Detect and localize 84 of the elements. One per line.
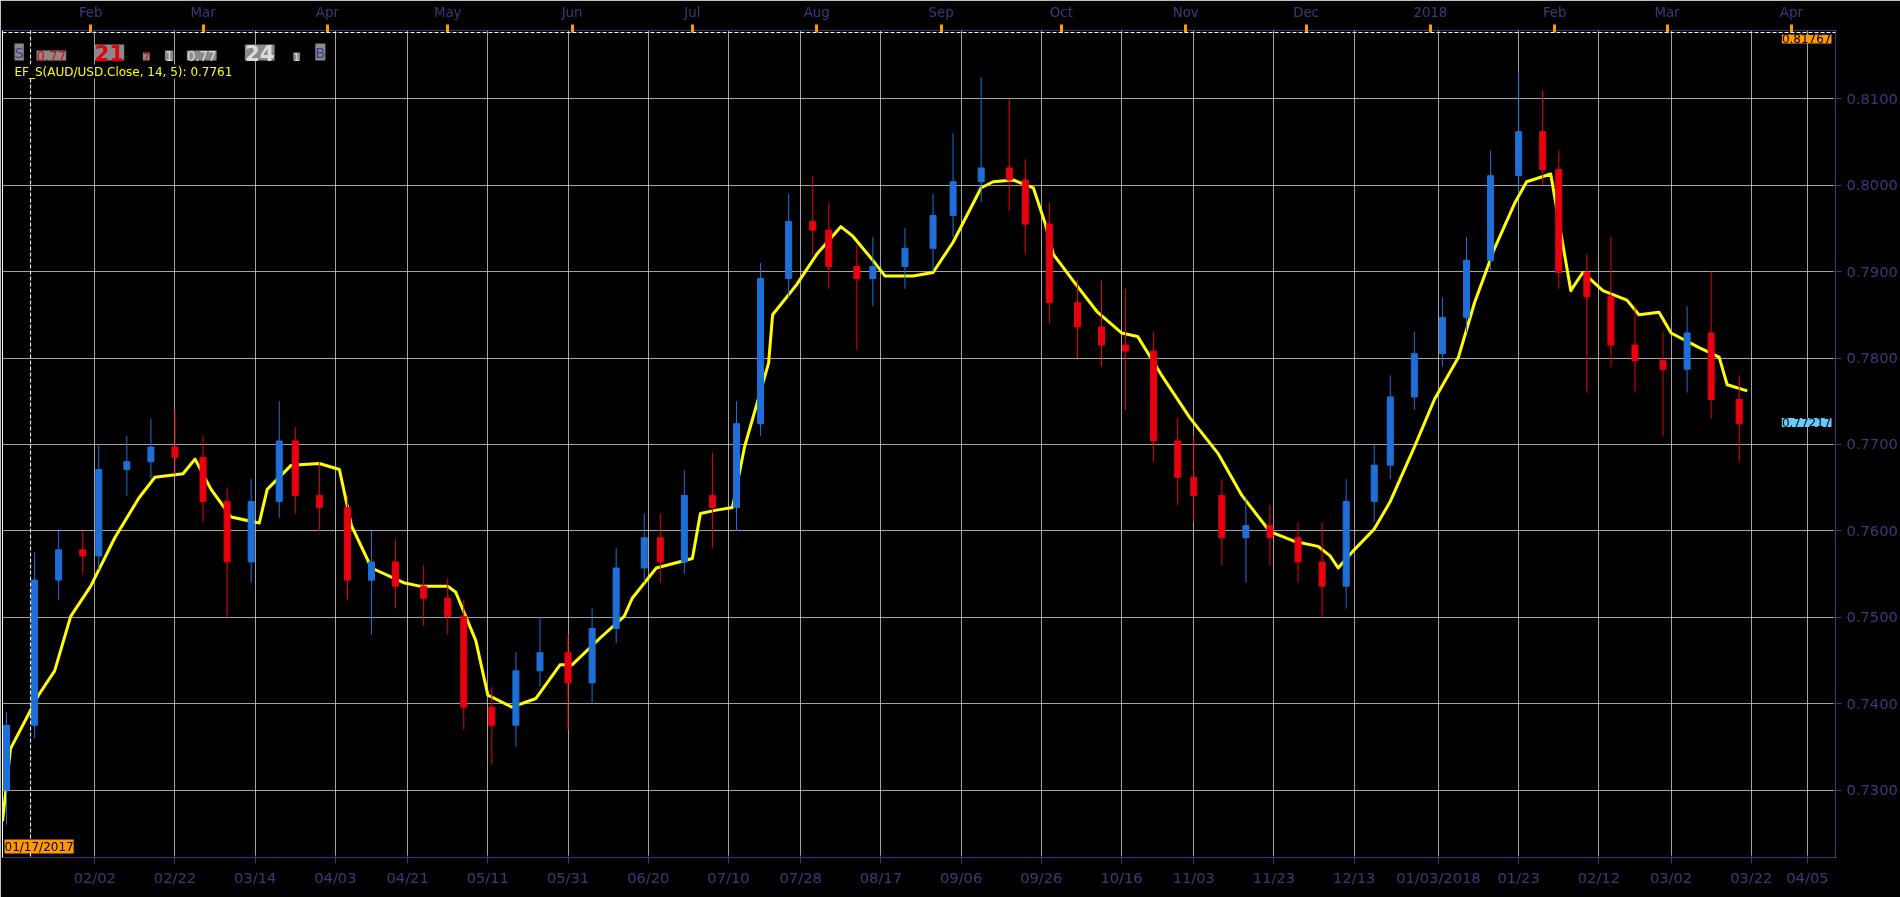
candlestick xyxy=(1242,495,1250,584)
ref-line-label: 0.81767 xyxy=(1781,32,1832,47)
x2-tick-label: Apr xyxy=(315,4,340,20)
candlestick xyxy=(1659,331,1667,437)
annotation: 21 xyxy=(94,40,125,66)
candlestick xyxy=(123,435,131,497)
x2-tick-label: Oct xyxy=(1049,4,1073,20)
candlestick xyxy=(1266,504,1274,566)
x-tick-label: 11/23 xyxy=(1252,868,1296,886)
candlestick xyxy=(488,685,496,765)
x2-tick-label: Mar xyxy=(190,4,217,20)
candlestick xyxy=(869,236,877,307)
annotation: 1 xyxy=(293,50,301,64)
x2-tick-label: Sep xyxy=(928,4,954,20)
x-tick-label: 02/02 xyxy=(73,868,116,886)
text: EF_S(AUD/USD.Close, 14, 5): 0.7761 xyxy=(14,64,233,79)
x-tick-label: 09/06 xyxy=(940,868,983,886)
candlestick xyxy=(171,409,179,476)
x-tick-label: 01/03/2018 xyxy=(1396,868,1481,886)
x-tick-label: 02/22 xyxy=(153,868,197,886)
y-tick-label: 0.7700 xyxy=(1846,435,1898,453)
x-tick-label: 05/31 xyxy=(546,868,590,886)
x-tick-label: 06/20 xyxy=(627,868,670,886)
x2-tick-label: Nov xyxy=(1172,4,1199,20)
y-tick-label: 0.7900 xyxy=(1846,262,1898,280)
x2-tick-label: Mar xyxy=(1654,4,1681,20)
x-tick-label: 03/02 xyxy=(1649,868,1693,886)
x2-tick-label: Dec xyxy=(1293,4,1319,20)
ref-line-label: 01/17/2017 xyxy=(4,839,74,854)
x2-tick-label: 2018 xyxy=(1413,4,1448,20)
y-tick-label: 0.7800 xyxy=(1846,349,1898,367)
annotation: 0.77217 xyxy=(1781,416,1832,430)
x-tick-label: 01/23 xyxy=(1497,868,1540,886)
candlestick xyxy=(315,461,323,532)
x-tick-label: 04/03 xyxy=(314,868,357,886)
candlestick xyxy=(977,76,985,203)
x-tick-label: 11/03 xyxy=(1172,868,1215,886)
x-tick-label: 07/28 xyxy=(779,868,822,886)
annotation: 0.77 xyxy=(36,48,67,64)
x-tick-label: 12/13 xyxy=(1333,868,1376,886)
x-tick-label: 05/11 xyxy=(466,868,509,886)
annotation: S xyxy=(14,43,24,61)
candlestick xyxy=(708,452,716,549)
candlestick xyxy=(1190,435,1198,523)
y-tick-label: 0.7600 xyxy=(1846,521,1898,539)
candlestick xyxy=(1005,98,1013,212)
y-tick-label: 0.8100 xyxy=(1846,89,1898,107)
candlestick xyxy=(536,616,544,687)
x-tick-label: 04/05 xyxy=(1786,868,1829,886)
candlestick xyxy=(1097,279,1106,368)
x-tick-label: 07/10 xyxy=(707,868,750,886)
x2-tick-label: May xyxy=(433,4,462,20)
candlestick xyxy=(1122,288,1130,411)
y-tick-label: 0.7500 xyxy=(1846,608,1898,626)
x-tick-label: 09/26 xyxy=(1020,868,1063,886)
candlestick xyxy=(147,418,155,480)
candlestick xyxy=(853,245,861,350)
y-tick-label: 0.7300 xyxy=(1846,781,1898,799)
x2-tick-label: Apr xyxy=(1779,4,1804,20)
x2-tick-label: Jul xyxy=(683,4,701,20)
candlestick xyxy=(444,577,452,636)
candlestick xyxy=(901,227,909,290)
y-tick-label: 0.8000 xyxy=(1846,176,1898,194)
candlestick xyxy=(1631,305,1639,394)
x-tick-label: 10/16 xyxy=(1100,868,1143,886)
x2-tick-label: Aug xyxy=(803,4,830,20)
x2-tick-label: Feb xyxy=(1542,4,1567,20)
candlestick xyxy=(420,564,428,627)
annotation: B xyxy=(315,43,326,61)
annotation: 7 xyxy=(142,50,150,64)
x-tick-label: 03/14 xyxy=(234,868,277,886)
x2-tick-label: Jun xyxy=(560,4,583,20)
y-tick-label: 0.7400 xyxy=(1846,694,1898,712)
x-tick-label: 02/12 xyxy=(1577,868,1620,886)
x-tick-label: 04/21 xyxy=(386,868,429,886)
candlestick xyxy=(79,530,87,575)
annotation: 0.77 xyxy=(186,48,217,64)
x2-tick-label: Feb xyxy=(78,4,103,20)
candlestick xyxy=(809,176,817,255)
x-tick-label: 03/22 xyxy=(1730,868,1773,886)
candlestick xyxy=(368,530,376,636)
annotation: 24 xyxy=(244,40,275,66)
annotation: 1 xyxy=(164,48,174,64)
x-tick-label: 08/17 xyxy=(859,868,903,886)
